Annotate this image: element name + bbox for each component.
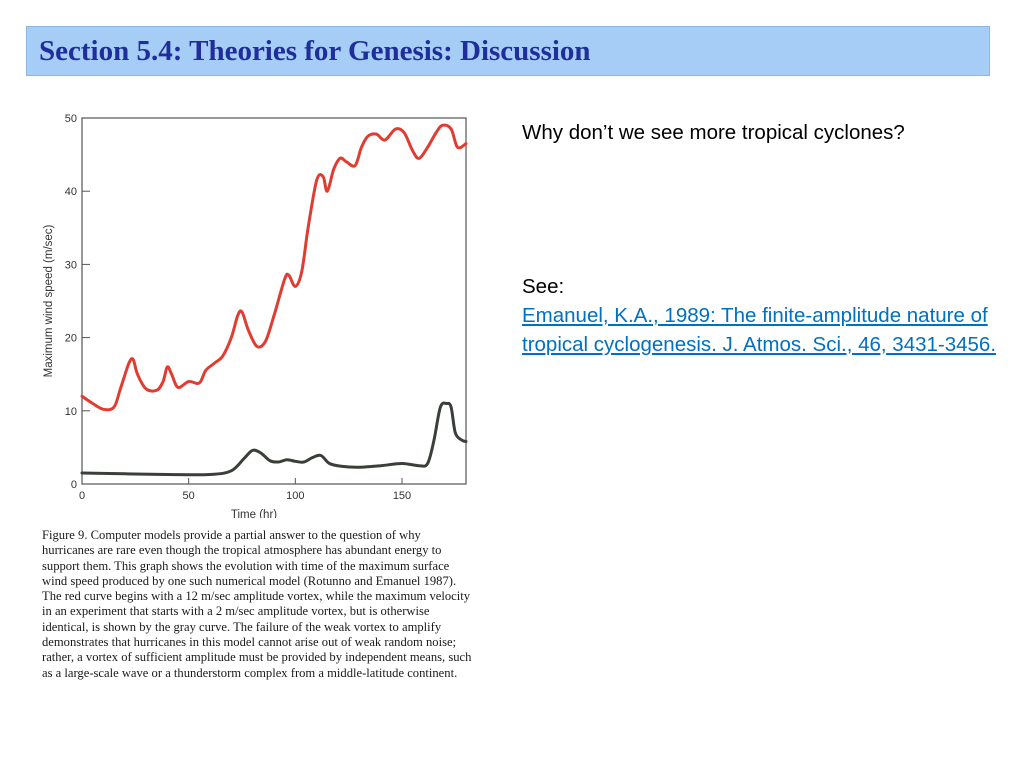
wind-speed-chart: 0 10 20 30 40 50 0 50 100 150 Time (hr) Maximum win… (43, 113, 468, 518)
series-line-2 (80, 401, 468, 477)
x-tick-label: 50 (183, 490, 195, 502)
text-column: Why don’t we see more tropical cyclones?… (522, 118, 1012, 356)
series-line-1 (80, 123, 468, 412)
y-axis-label: Maximum wind speed (m/sec) (43, 224, 55, 377)
y-tick-label: 40 (65, 186, 77, 198)
see-label: See: (522, 275, 565, 298)
title-bar: Section 5.4: Theories for Genesis: Discu… (26, 26, 990, 76)
question-text: Why don’t we see more tropical cyclones? (522, 121, 905, 144)
x-tick-label: 150 (393, 490, 411, 502)
y-tick-label: 30 (65, 259, 77, 271)
plot-frame (81, 117, 467, 485)
x-axis-label: Time (hr) (231, 509, 277, 518)
figure-caption: Figure 9. Computer models provide a part… (42, 528, 472, 680)
x-tick-label: 0 (79, 490, 85, 502)
x-tick-label: 100 (286, 490, 304, 502)
y-tick-label: 50 (65, 113, 77, 125)
y-tick-label: 20 (65, 333, 77, 345)
reference-link[interactable]: Emanuel, K.A., 1989: The finite-amplitud… (522, 304, 997, 356)
y-tick-label: 10 (65, 406, 77, 418)
y-tick-label: 0 (71, 479, 77, 491)
slide-title: Section 5.4: Theories for Genesis: Discu… (39, 35, 591, 67)
